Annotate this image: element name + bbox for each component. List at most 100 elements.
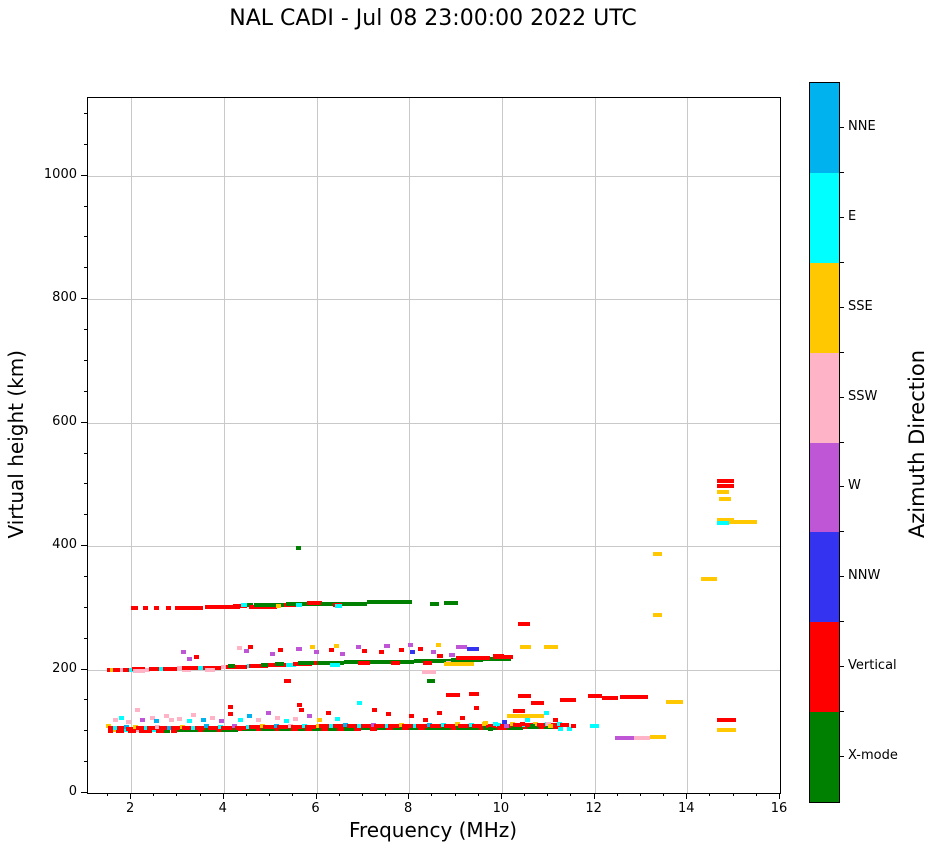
x-minor-tick — [755, 793, 757, 796]
data-segment-vertical — [291, 724, 303, 729]
data-segment-w — [339, 652, 345, 657]
data-segment-vertical — [126, 726, 134, 731]
data-segment-e — [492, 721, 498, 726]
colorbar-boundary-tick — [840, 711, 844, 713]
data-segment-vertical — [513, 708, 526, 713]
data-segment-x-mode — [177, 728, 199, 733]
data-segment-vertical — [154, 606, 160, 611]
data-segment-vertical — [193, 654, 199, 659]
x-minor-tick — [732, 793, 734, 796]
colorbar-axis-label: Azimuth Direction — [905, 97, 929, 792]
data-segment-nnw — [467, 647, 479, 652]
data-segment-x-mode — [450, 658, 484, 663]
data-segment-vertical — [446, 693, 461, 698]
data-segment-vertical — [274, 727, 280, 732]
data-segment-vertical — [170, 728, 178, 733]
data-segment-e — [329, 724, 335, 729]
data-segment-sse — [717, 728, 736, 733]
y-minor-tick — [84, 452, 87, 454]
data-segment-e — [566, 726, 572, 731]
data-segment-ssw — [169, 718, 175, 723]
data-segment-vertical — [112, 667, 120, 672]
x-minor-tick — [570, 793, 572, 796]
data-segment-vertical — [552, 718, 558, 723]
data-segment-vertical — [107, 668, 112, 673]
grid-line-vertical — [131, 98, 133, 793]
colorbar-azimuth — [809, 82, 840, 803]
data-segment-w — [270, 652, 276, 657]
x-tick-label: 2 — [125, 801, 135, 816]
x-minor-tick — [709, 793, 711, 796]
x-tick-label: 16 — [770, 801, 788, 816]
data-segment-vertical — [182, 725, 192, 730]
data-segment-e — [496, 723, 502, 728]
data-segment-vertical — [247, 644, 253, 649]
data-segment-x-mode — [443, 600, 458, 605]
data-segment-sse — [112, 728, 118, 733]
data-segment-vertical — [485, 723, 498, 728]
data-segment-vertical — [474, 705, 480, 710]
data-segment-e — [144, 725, 150, 730]
y-minor-tick — [84, 637, 87, 639]
data-segment-e — [301, 724, 307, 729]
data-segment-sse — [483, 721, 489, 726]
data-segment-e — [556, 722, 562, 727]
data-segment-x-mode — [260, 663, 271, 668]
x-major-tick — [130, 793, 132, 799]
x-minor-tick — [269, 793, 271, 796]
y-minor-tick — [84, 606, 87, 608]
data-segment-w — [314, 650, 320, 655]
data-segment-vertical — [207, 725, 220, 730]
x-major-tick — [779, 793, 780, 799]
data-segment-nne — [246, 713, 252, 718]
data-segment-vertical — [513, 723, 523, 728]
data-segment-vertical — [122, 667, 132, 672]
data-segment-e — [357, 700, 363, 705]
colorbar-segment-nne — [810, 83, 839, 173]
data-segment-vertical — [221, 725, 234, 730]
colorbar-boundary-tick — [840, 261, 844, 263]
data-segment-sse — [717, 517, 734, 522]
y-minor-tick — [84, 113, 87, 115]
x-major-tick — [593, 793, 595, 799]
data-segment-sse — [443, 661, 475, 666]
data-segment-vertical — [107, 726, 114, 731]
x-minor-tick — [385, 793, 387, 796]
data-segment-ssw — [133, 668, 145, 673]
data-segment-vertical — [332, 724, 345, 729]
data-segment-sse — [652, 552, 662, 557]
grid-line-horizontal — [88, 299, 780, 301]
data-segment-e — [191, 725, 197, 730]
data-segment-vertical — [525, 723, 535, 728]
data-segment-vertical — [399, 647, 404, 652]
x-minor-tick — [477, 793, 479, 796]
data-segment-vertical — [360, 724, 373, 729]
data-segment-vertical — [530, 700, 544, 705]
data-segment-ssw — [126, 720, 132, 725]
data-segment-x-mode — [430, 601, 440, 606]
data-segment-ssw — [177, 716, 183, 721]
data-segment-vertical — [409, 714, 415, 719]
y-axis-label: Virtual height (km) — [4, 97, 28, 792]
grid-line-vertical — [409, 98, 411, 793]
data-segment-vertical — [278, 647, 284, 652]
data-segment-x-mode — [426, 678, 435, 683]
colorbar-tick — [840, 756, 844, 758]
data-segment-vertical — [139, 728, 152, 733]
data-segment-w — [181, 650, 187, 655]
grid-line-horizontal — [88, 793, 780, 794]
data-segment-e — [284, 719, 290, 724]
data-segment-vertical — [372, 707, 378, 712]
colorbar-boundary-tick — [840, 441, 844, 443]
x-major-tick — [315, 793, 317, 799]
colorbar-tick — [840, 126, 844, 128]
y-minor-tick — [84, 514, 87, 516]
data-segment-vertical — [443, 723, 456, 728]
grid-line-horizontal — [88, 175, 780, 177]
x-major-tick — [500, 793, 502, 799]
data-segment-vertical — [165, 605, 171, 610]
data-segment-w — [615, 736, 634, 741]
data-segment-vertical — [216, 728, 222, 733]
y-minor-tick — [84, 236, 87, 238]
